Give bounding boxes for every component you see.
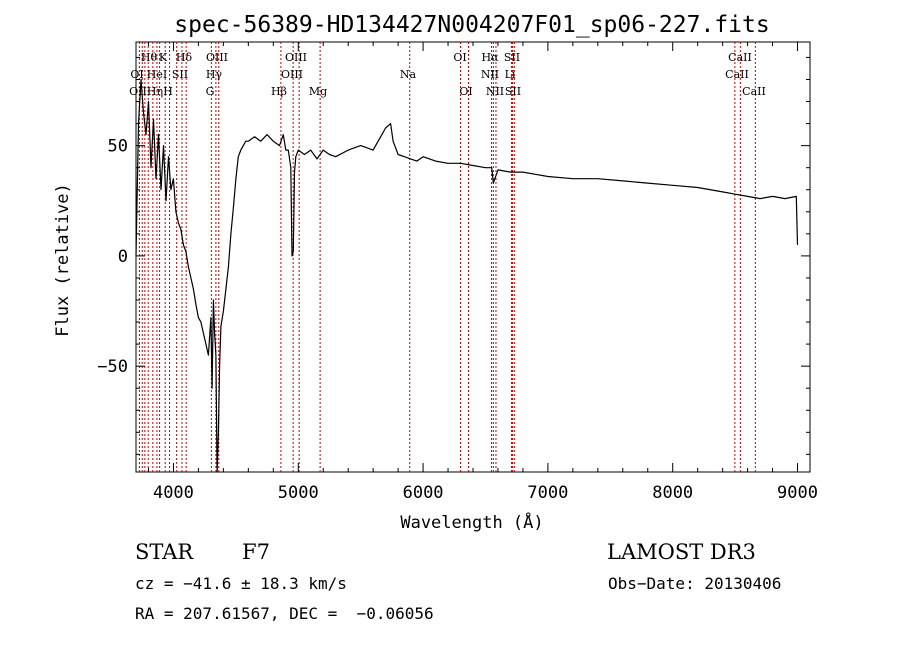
coordinates-text: RA = 207.61567, DEC = −0.06056 [135,604,434,623]
y-tick-label: −50 [97,357,128,377]
line-label: OII [129,85,147,98]
line-label: Hγ [206,68,223,81]
line-label: NII [481,68,499,81]
line-label: OI [459,85,472,98]
line-label: Na [400,68,417,81]
line-label: CaII [728,51,752,64]
survey-label: LAMOST DR3 [607,540,756,564]
chart-title: spec-56389-HD134427N004207F01_sp06-227.f… [174,12,769,38]
line-label: K [159,51,168,64]
line-label: SII [504,51,520,64]
x-tick-label: 8000 [652,483,693,503]
line-label: Hη [147,85,163,98]
line-label: Hβ [271,85,287,98]
line-labels: Hθ K Hδ OIII OIII OI Hα SII CaII OI HeI SII Hγ OIII Na… [129,51,766,98]
redshift-text: cz = −41.6 ± 18.3 km/s [135,574,347,593]
line-label: Hδ [176,51,193,64]
line-label: CaII [725,68,749,81]
object-class: STAR [135,540,194,564]
x-tick-label: 6000 [403,483,444,503]
line-label: G [206,85,215,98]
line-label: Li [505,68,516,81]
plot-frame [135,41,811,473]
y-tick-label: 50 [108,137,128,157]
line-label: OI [130,68,143,81]
series-group [135,78,799,473]
line-label: Mg [309,85,327,98]
x-tick-label: 5000 [278,483,319,503]
y-axis-label: Flux (relative) [53,183,73,337]
object-subclass: F7 [242,540,270,564]
x-tick-label: 9000 [777,483,818,503]
line-label: SII [505,85,521,98]
line-markers [138,42,756,472]
line-label: HeI [147,68,167,81]
line-label: Hθ [141,51,158,64]
x-axis-label: Wavelength (Å) [400,511,543,533]
x-tick-label: 4000 [153,483,194,503]
line-label: OI [453,51,466,64]
line-label: CaII [742,85,766,98]
ticks-group: 4000 5000 6000 7000 8000 9000 −50 0 50 [97,42,818,503]
line-label: SII [172,68,188,81]
y-tick-label: 0 [118,247,128,267]
line-label: H [163,85,173,98]
line-label: NII [486,85,504,98]
line-label: OIII [281,68,303,81]
line-label: OIII [285,51,307,64]
spectrum-line [135,78,799,473]
obs-date-text: Obs−Date: 20130406 [608,574,782,593]
line-label: Hα [481,51,499,64]
x-tick-label: 7000 [527,483,568,503]
line-label: OIII [206,51,228,64]
